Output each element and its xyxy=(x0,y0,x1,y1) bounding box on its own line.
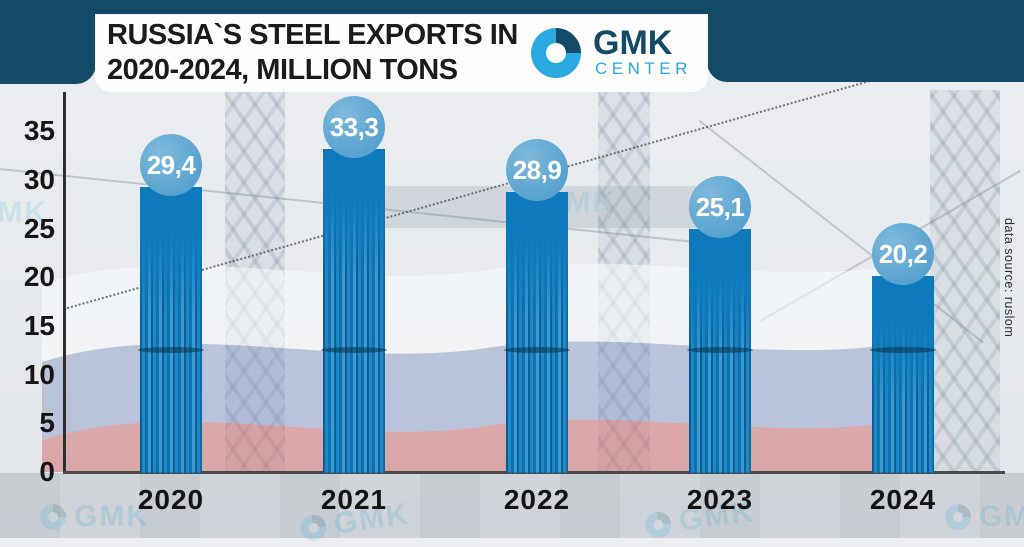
gmk-center-logo: GMK CENTER xyxy=(531,24,692,79)
chart-title: RUSSIA`S STEEL EXPORTS IN 2020-2024, MIL… xyxy=(107,18,518,88)
y-axis-tick-label: 30 xyxy=(23,163,55,195)
y-axis-tick-label: 5 xyxy=(39,407,55,439)
y-axis-tick-label: 20 xyxy=(23,261,55,293)
y-axis-line xyxy=(63,92,66,474)
dock-foreground xyxy=(0,473,1024,538)
value-bubble-2022: 28,9 xyxy=(506,139,568,201)
value-bubble-2023: 25,1 xyxy=(689,176,751,238)
y-axis-tick-label: 0 xyxy=(39,456,55,487)
gmk-logo-subtitle: CENTER xyxy=(595,59,692,78)
bar-2023 xyxy=(687,229,753,473)
gmk-logo-text: GMK CENTER xyxy=(593,24,692,79)
bar-2024 xyxy=(870,276,936,473)
x-axis-label-2024: 2024 xyxy=(869,484,937,515)
gmk-donut-icon xyxy=(531,28,581,78)
value-bubble-2024: 20,2 xyxy=(872,223,934,285)
y-axis-tick-label: 25 xyxy=(23,212,55,244)
chart-title-line1: RUSSIA`S STEEL EXPORTS IN xyxy=(107,19,518,51)
bar-2022 xyxy=(504,192,570,473)
y-axis-tick-label: 35 xyxy=(23,115,55,147)
bar-2020 xyxy=(138,187,204,473)
x-axis-label-2021: 2021 xyxy=(320,484,388,515)
data-source-note: data source: ruslom xyxy=(1002,218,1016,338)
x-axis-label-2020: 2020 xyxy=(137,484,205,515)
x-axis-label-2023: 2023 xyxy=(686,484,754,515)
x-axis-label-2022: 2022 xyxy=(503,484,571,515)
bar-2021 xyxy=(321,149,387,473)
value-bubble-2020: 29,4 xyxy=(140,134,202,196)
chart-title-line2: 2020-2024, MILLION TONS xyxy=(107,54,458,86)
header-corner-right xyxy=(707,0,1024,82)
gmk-logo-name: GMK xyxy=(593,24,673,62)
y-axis-tick-label: 15 xyxy=(23,309,55,341)
y-axis-tick-label: 10 xyxy=(23,358,55,390)
title-plate: RUSSIA`S STEEL EXPORTS IN 2020-2024, MIL… xyxy=(95,14,708,92)
crane-tower-right xyxy=(930,90,1000,473)
value-bubble-2021: 33,3 xyxy=(323,96,385,158)
header-corner-left xyxy=(0,0,96,84)
